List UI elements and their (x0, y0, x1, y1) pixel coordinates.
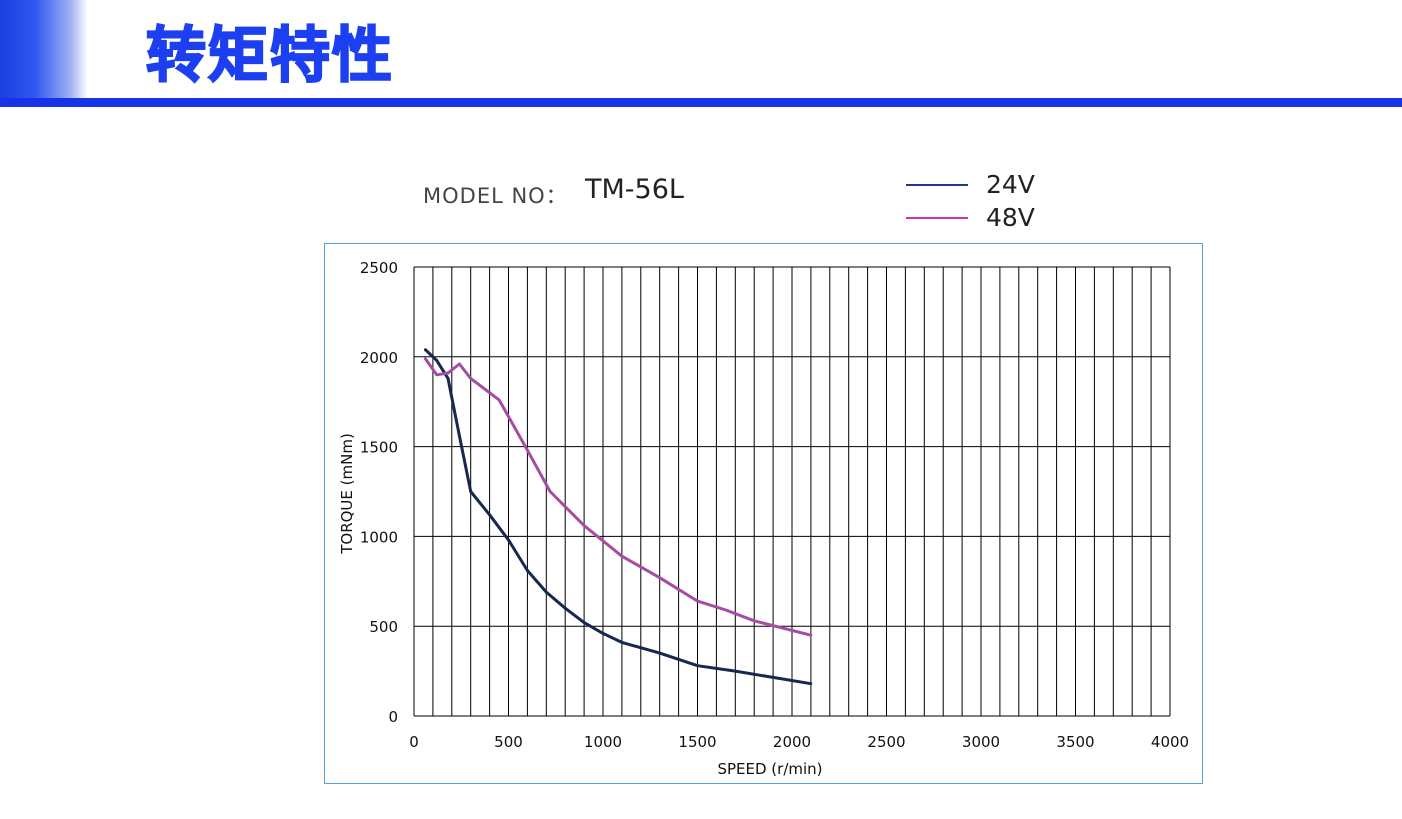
data-point-24v (658, 651, 662, 655)
model-number-label: MODEL NO： (423, 184, 568, 208)
data-point-48v (696, 599, 699, 603)
data-point-24v (526, 569, 529, 572)
page-title: 转矩特性 (145, 20, 394, 92)
data-point-24v (771, 675, 775, 679)
data-point-48v (469, 376, 473, 380)
data-point-48v (809, 633, 813, 637)
data-point-48v (548, 490, 552, 493)
data-point-48v (526, 448, 529, 452)
data-point-24v (582, 621, 586, 625)
chart-legend: 24V 48V (906, 168, 1035, 234)
data-point-24v (446, 376, 450, 380)
data-point-48v (457, 362, 461, 366)
data-point-48v (582, 524, 586, 528)
x-tick-label: 3000 (962, 733, 1000, 751)
data-point-48v (658, 576, 662, 580)
legend-item-24v: 24V (906, 168, 1035, 201)
data-point-24v (563, 606, 567, 610)
x-tick-label: 0 (409, 733, 419, 751)
data-point-24v (544, 590, 548, 594)
data-point-48v (446, 371, 450, 375)
data-point-24v (696, 664, 699, 668)
y-tick-label: 2500 (360, 259, 398, 277)
data-point-48v (724, 608, 728, 612)
data-point-24v (507, 538, 510, 542)
data-point-48v (435, 373, 439, 377)
series-line-24v (424, 348, 812, 686)
chart-frame (324, 243, 1203, 784)
data-point-48v (497, 398, 501, 402)
y-tick-label: 500 (369, 618, 398, 636)
y-tick-label: 1000 (360, 528, 398, 546)
header-divider-bar (0, 98, 1402, 107)
x-tick-label: 2500 (867, 733, 905, 751)
y-axis-title: TORQUE (mNm) (338, 433, 356, 555)
header-accent-gradient (0, 0, 88, 98)
data-point-24v (457, 434, 461, 438)
data-point-24v (469, 490, 473, 493)
data-point-24v (423, 348, 427, 352)
data-point-24v (601, 631, 605, 635)
model-number-value: TM-56L (585, 174, 684, 205)
x-tick-label: 1000 (584, 733, 622, 751)
x-tick-label: 3500 (1056, 733, 1094, 751)
x-tick-label: 2000 (773, 733, 811, 751)
x-axis-title: SPEED (r/min) (717, 760, 822, 778)
data-point-24v (620, 640, 624, 644)
series-line-48v (424, 357, 812, 637)
data-point-24v (733, 669, 737, 673)
y-tick-label: 0 (388, 708, 398, 726)
legend-label-24v: 24V (986, 170, 1035, 199)
data-point-48v (620, 554, 624, 558)
data-point-48v (423, 357, 427, 360)
legend-label-48v: 48V (986, 203, 1035, 232)
y-tick-label: 1500 (360, 439, 398, 457)
legend-swatch-24v (906, 183, 968, 186)
legend-swatch-48v (906, 216, 968, 219)
x-tick-label: 1500 (678, 733, 716, 751)
data-point-24v (435, 358, 439, 362)
legend-item-48v: 48V (906, 201, 1035, 234)
data-point-24v (488, 513, 491, 517)
y-tick-label: 2000 (360, 349, 398, 367)
x-tick-label: 4000 (1151, 733, 1189, 751)
data-point-48v (752, 619, 756, 623)
data-point-24v (809, 682, 813, 686)
x-tick-label: 500 (494, 733, 523, 751)
